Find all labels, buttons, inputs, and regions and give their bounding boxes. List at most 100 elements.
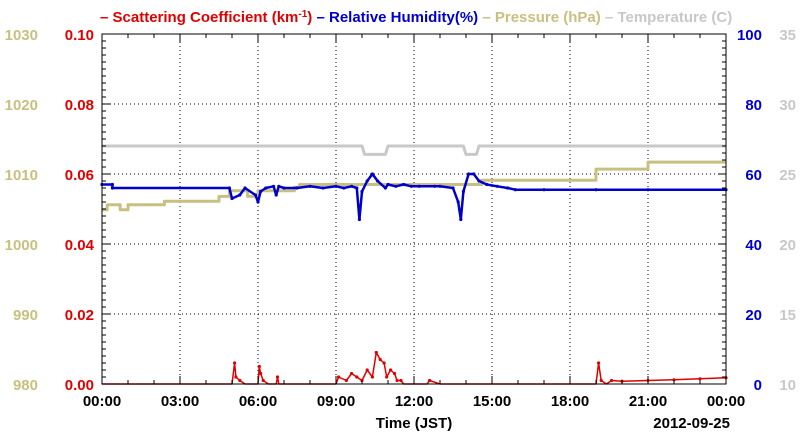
data-point-scat [365,368,369,372]
data-point-rh [308,184,312,188]
legend-label-scat: Scattering Coefficient (km [113,9,299,26]
data-point-rh [485,182,489,187]
series-line-pres [102,160,726,212]
humidity-tick-label: 20 [745,307,762,324]
chart-grid [102,34,726,384]
data-point-scat [392,371,397,376]
x-tick-label: 18:00 [551,393,589,410]
pressure-tick-label: 980 [13,377,38,394]
data-point-scat [385,375,389,379]
x-axis-label: Time (JST) [376,415,452,432]
pressure-tick-label: 1030 [5,27,38,44]
x-tick-label: 06:00 [239,393,277,410]
data-point-rh [357,217,361,222]
pressure-tick-label: 1000 [5,237,38,254]
data-point-rh [409,184,413,188]
data-point-rh [438,184,442,188]
data-point-rh [383,186,387,190]
x-tick-label: 12:00 [395,393,433,410]
data-point-scat [395,378,399,383]
data-point-rh [256,200,260,204]
date-label: 2012-09-25 [653,415,730,432]
right-axes: 0 20 40 60 80 100 10 15 20 25 30 35 [718,27,796,394]
data-point-rh [461,189,465,194]
series-line-rh [102,172,726,221]
humidity-tick-label: 100 [737,27,762,44]
data-point-rh [472,172,476,176]
temperature-tick-label: 20 [779,237,796,254]
scattering-tick-label: 0.10 [65,27,94,44]
data-point-scat [355,375,359,379]
data-point-rh [110,186,114,190]
pressure-tick-label: 990 [13,307,38,324]
legend-label-temp: Temperature (C) [617,9,732,26]
data-point-scat [234,375,238,379]
data-point-rh [513,188,518,192]
data-point-scat [233,361,237,365]
data-point-scat [378,357,382,362]
data-point-scat [374,350,378,355]
x-tick-label: 15:00 [473,393,511,410]
legend-dash: – [601,9,618,26]
data-point-rh [342,186,346,190]
data-point-rh [394,184,398,188]
data-point-rh [264,186,268,190]
data-point-scat [599,378,603,383]
data-point-rh [243,186,247,190]
data-point-scat [389,368,393,372]
legend-sup: -1 [298,9,307,20]
data-point-rh [456,200,460,204]
data-point-scat [672,378,676,382]
x-tick-label: 21:00 [629,393,667,410]
x-tick-label: 09:00 [317,393,355,410]
chart-series [100,144,728,385]
temperature-tick-label: 35 [779,27,796,44]
temperature-tick-label: 25 [779,167,796,184]
temperature-tick-label: 10 [779,377,796,394]
data-point-rh [365,179,369,183]
data-point-rh [646,188,650,192]
pressure-tick-label: 1010 [5,167,38,184]
data-point-scat [238,378,242,383]
data-point-rh [467,172,471,176]
legend-dash: – [478,9,495,26]
scattering-tick-label: 0.04 [65,237,95,254]
legend-tail: ) [307,9,312,26]
temperature-tick-label: 15 [779,307,796,324]
chart-legend: – Scattering Coefficient (km-1) – Relati… [100,9,732,27]
data-point-rh [542,188,546,192]
data-point-scat [382,361,386,365]
legend-label-rh: Relative Humidity(%) [329,9,478,26]
data-point-rh [259,189,263,194]
data-point-rh [402,182,406,187]
data-point-rh [350,184,354,188]
data-point-scat [399,378,403,383]
temperature-tick-label: 30 [779,97,796,114]
data-point-scat [337,375,341,379]
data-point-scat [259,371,263,376]
data-point-scat [370,375,374,379]
data-point-rh [227,186,231,190]
data-point-rh [495,184,499,188]
data-point-scat [597,361,601,365]
data-point-rh [277,184,281,188]
legend-dash: – [312,9,329,26]
humidity-tick-label: 60 [745,167,762,184]
data-point-rh [370,172,374,176]
data-point-rh [386,182,390,187]
data-point-rh [506,186,510,190]
data-point-rh [334,184,338,188]
data-point-rh [360,189,364,194]
humidity-tick-label: 0 [754,377,762,394]
data-point-rh [110,182,114,187]
data-point-rh [253,193,257,197]
x-tick-label: 00:00 [83,393,121,410]
legend-dash: – [100,9,113,26]
data-point-rh [238,193,242,197]
data-point-rh [295,186,299,190]
data-point-rh [477,179,481,183]
data-point-rh [433,184,437,188]
scattering-tick-label: 0.00 [65,377,94,394]
data-point-rh [274,193,278,197]
